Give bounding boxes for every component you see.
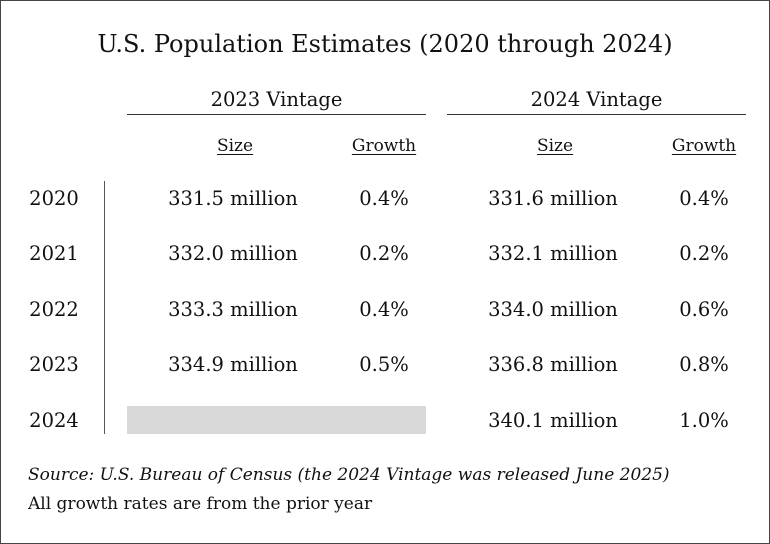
v2024-growth-cell: 0.2% (679, 242, 729, 265)
col-header-2023-size: Size (216, 136, 254, 156)
year-label: 2024 (29, 409, 79, 432)
col-header-2024-growth: Growth (671, 136, 737, 156)
v2024-growth-cell: 0.8% (679, 353, 729, 376)
v2024-size-cell: 331.6 million (488, 187, 618, 210)
year-label: 2023 (29, 353, 79, 376)
v2024-size-cell: 334.0 million (488, 298, 618, 321)
v2023-size-cell: 334.9 million (168, 353, 298, 376)
v2024-growth-cell: 0.6% (679, 298, 729, 321)
year-label: 2021 (29, 242, 79, 265)
v2023-growth-cell: 0.4% (359, 187, 409, 210)
vintage-2024-rule (447, 114, 746, 115)
year-column-divider (104, 181, 105, 434)
v2023-size-cell: 332.0 million (168, 242, 298, 265)
v2023-growth-cell: 0.2% (359, 242, 409, 265)
v2023-size-cell: 331.5 million (168, 187, 298, 210)
vintage-2023-rule (127, 114, 426, 115)
v2024-size-cell: 340.1 million (488, 409, 618, 432)
growth-footnote: All growth rates are from the prior year (28, 494, 373, 514)
v2023-growth-cell: 0.5% (359, 353, 409, 376)
year-label: 2022 (29, 298, 79, 321)
year-label: 2020 (29, 187, 79, 210)
v2024-growth-cell: 1.0% (679, 409, 729, 432)
unavailable-shaded-cell (127, 406, 426, 434)
v2024-size-cell: 336.8 million (488, 353, 618, 376)
vintage-2023-header: 2023 Vintage (210, 88, 343, 111)
table-title: U.S. Population Estimates (2020 through … (97, 30, 673, 58)
v2023-size-cell: 333.3 million (168, 298, 298, 321)
v2023-growth-cell: 0.4% (359, 298, 409, 321)
col-header-2023-growth: Growth (351, 136, 417, 156)
source-note: Source: U.S. Bureau of Census (the 2024 … (28, 465, 670, 485)
col-header-2024-size: Size (536, 136, 574, 156)
v2024-growth-cell: 0.4% (679, 187, 729, 210)
v2024-size-cell: 332.1 million (488, 242, 618, 265)
vintage-2024-header: 2024 Vintage (530, 88, 663, 111)
